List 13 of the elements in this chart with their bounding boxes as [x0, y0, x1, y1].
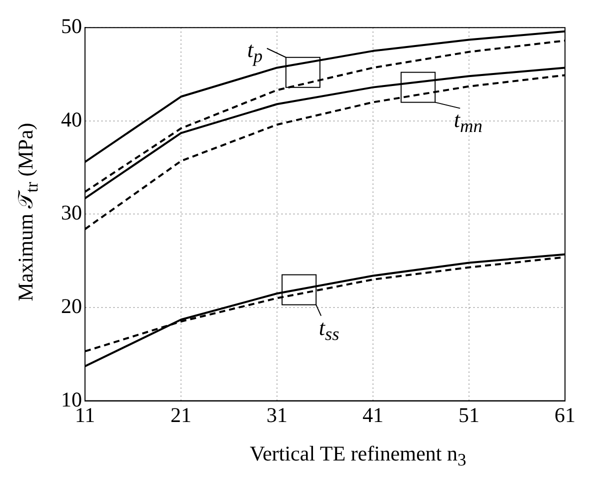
x-tick-label: 31: [266, 402, 288, 427]
x-tick-label: 41: [362, 402, 384, 427]
annotation: t$_{p}$: [247, 37, 263, 68]
x-tick-label: 51: [458, 402, 480, 427]
x-axis-title: Vertical TE refinement n$_{3}$: [250, 441, 466, 471]
x-tick-label: 21: [170, 402, 192, 427]
y-tick-label: 40: [61, 107, 82, 132]
annotation: t$_{mn}$: [454, 107, 482, 138]
annotation: t$_{ss}$: [318, 314, 340, 345]
y-tick-label: 50: [61, 14, 82, 38]
y-tick-label: 30: [61, 200, 82, 225]
y-tick-label: 20: [61, 294, 82, 318]
x-tick-label: 61: [554, 402, 576, 427]
